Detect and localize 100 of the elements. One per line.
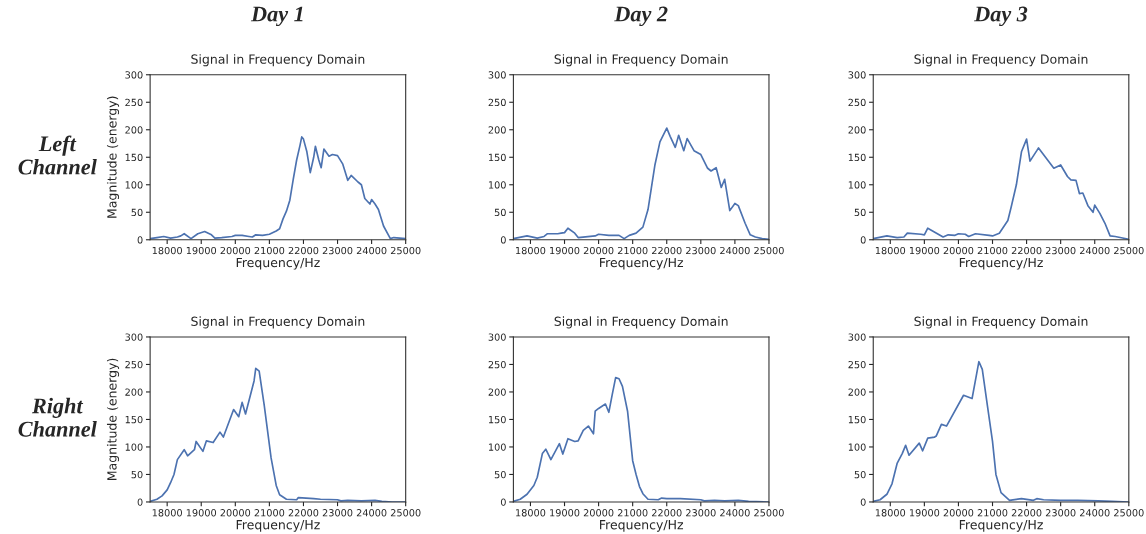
x-tick-label: 24000 <box>356 509 387 517</box>
x-tick-label: 20000 <box>220 246 251 255</box>
y-tick-label: 150 <box>125 153 143 162</box>
y-tick-label: 0 <box>137 498 143 506</box>
text: Day 2 <box>614 6 668 27</box>
x-tick-label: 23000 <box>322 246 353 255</box>
x-tick-label: 21000 <box>977 246 1008 255</box>
y-tick-label: 50 <box>854 208 866 217</box>
chart-title: Signal in Frequency Domain <box>914 316 1088 329</box>
chart-title: Signal in Frequency Domain <box>554 54 728 67</box>
x-tick-label: 25000 <box>754 246 784 255</box>
text: Day 3 <box>974 6 1028 27</box>
y-tick-label: 250 <box>848 98 866 107</box>
x-tick-label: 20000 <box>583 509 614 517</box>
x-tick-label: 23000 <box>686 246 716 255</box>
x-tick-label: 25000 <box>1114 246 1144 255</box>
chart-title: Signal in Frequency Domain <box>554 316 728 329</box>
y-tick-label: 100 <box>848 181 866 189</box>
x-tick-label: 24000 <box>720 246 750 255</box>
y-tick-label: 250 <box>125 360 143 369</box>
y-tick-label: 150 <box>125 415 143 424</box>
y-tick-label: 100 <box>848 443 866 451</box>
x-tick-label: 23000 <box>1045 509 1076 517</box>
x-axis-title: Frequency/Hz <box>959 257 1043 270</box>
y-tick-label: 300 <box>488 71 506 79</box>
y-tick-label: 50 <box>854 470 866 479</box>
y-tick-label: 50 <box>494 208 506 217</box>
y-tick-label: 0 <box>860 498 866 506</box>
y-tick-label: 100 <box>488 181 506 189</box>
chart-title: Signal in Frequency Domain <box>191 54 365 67</box>
x-tick-label: 25000 <box>390 509 421 517</box>
x-tick-label: 19000 <box>186 509 217 517</box>
x-tick-label: 23000 <box>322 509 353 517</box>
x-tick-label: 20000 <box>943 509 974 517</box>
x-tick-label: 24000 <box>720 509 750 517</box>
y-tick-label: 200 <box>125 126 143 134</box>
x-tick-label: 24000 <box>356 246 387 255</box>
x-tick-label: 21000 <box>617 509 648 517</box>
x-tick-label: 24000 <box>1079 246 1110 255</box>
x-tick-label: 25000 <box>390 246 421 255</box>
x-tick-label: 22000 <box>1011 509 1042 517</box>
x-axis-title: Frequency/Hz <box>600 520 684 532</box>
x-tick-label: 24000 <box>1079 509 1110 517</box>
y-tick-label: 50 <box>494 470 506 479</box>
x-tick-label: 18000 <box>152 509 182 517</box>
y-tick-label: 200 <box>848 388 866 396</box>
x-tick-label: 20000 <box>220 509 251 517</box>
x-axis-title: Frequency/Hz <box>236 257 320 270</box>
y-tick-label: 300 <box>488 333 506 341</box>
x-axis-title: Frequency/Hz <box>600 257 684 270</box>
x-tick-label: 19000 <box>550 246 580 255</box>
chart-title: Signal in Frequency Domain <box>191 316 365 329</box>
y-tick-label: 0 <box>137 236 143 244</box>
y-axis-title: Magnitude (energy) <box>106 358 120 480</box>
y-tick-label: 0 <box>500 498 506 506</box>
y-tick-label: 50 <box>131 208 143 217</box>
x-tick-label: 18000 <box>516 246 546 255</box>
x-tick-label: 20000 <box>943 246 974 255</box>
x-tick-label: 21000 <box>617 246 648 255</box>
y-tick-label: 150 <box>488 153 506 162</box>
x-tick-label: 23000 <box>1045 246 1076 255</box>
y-tick-label: 150 <box>848 415 866 424</box>
x-tick-label: 22000 <box>651 246 682 255</box>
y-tick-label: 300 <box>125 333 143 341</box>
x-tick-label: 19000 <box>909 509 940 517</box>
y-tick-label: 250 <box>125 98 143 107</box>
text: Day 1 <box>250 6 303 27</box>
x-tick-label: 25000 <box>754 509 784 517</box>
x-tick-label: 22000 <box>288 509 319 517</box>
x-tick-label: 21000 <box>254 246 285 255</box>
y-tick-label: 100 <box>125 181 143 189</box>
y-tick-label: 300 <box>848 333 866 341</box>
y-tick-label: 200 <box>488 388 506 396</box>
y-axis-title: Magnitude (energy) <box>106 96 120 218</box>
x-tick-label: 18000 <box>875 509 906 517</box>
x-tick-label: 22000 <box>288 246 319 255</box>
chart-title: Signal in Frequency Domain <box>914 54 1088 67</box>
y-tick-label: 0 <box>860 236 866 244</box>
y-tick-label: 300 <box>125 71 143 79</box>
y-tick-label: 200 <box>848 126 866 134</box>
y-tick-label: 100 <box>488 443 506 451</box>
x-axis-title: Frequency/Hz <box>236 520 320 532</box>
x-tick-label: 19000 <box>186 246 217 255</box>
x-tick-label: 18000 <box>152 246 182 255</box>
y-tick-label: 250 <box>488 360 506 369</box>
x-tick-label: 19000 <box>909 246 940 255</box>
y-tick-label: 150 <box>488 415 506 424</box>
x-tick-label: 22000 <box>651 509 682 517</box>
y-tick-label: 300 <box>848 71 866 79</box>
y-tick-label: 150 <box>848 153 866 162</box>
x-tick-label: 21000 <box>977 509 1008 517</box>
text: Right Channel <box>18 397 97 437</box>
y-tick-label: 250 <box>848 360 866 369</box>
x-tick-label: 18000 <box>516 509 546 517</box>
y-tick-label: 200 <box>125 388 143 396</box>
text: Left Channel <box>18 135 97 175</box>
x-tick-label: 18000 <box>875 246 906 255</box>
x-tick-label: 22000 <box>1011 246 1042 255</box>
x-tick-label: 21000 <box>254 509 285 517</box>
y-tick-label: 50 <box>131 470 143 479</box>
